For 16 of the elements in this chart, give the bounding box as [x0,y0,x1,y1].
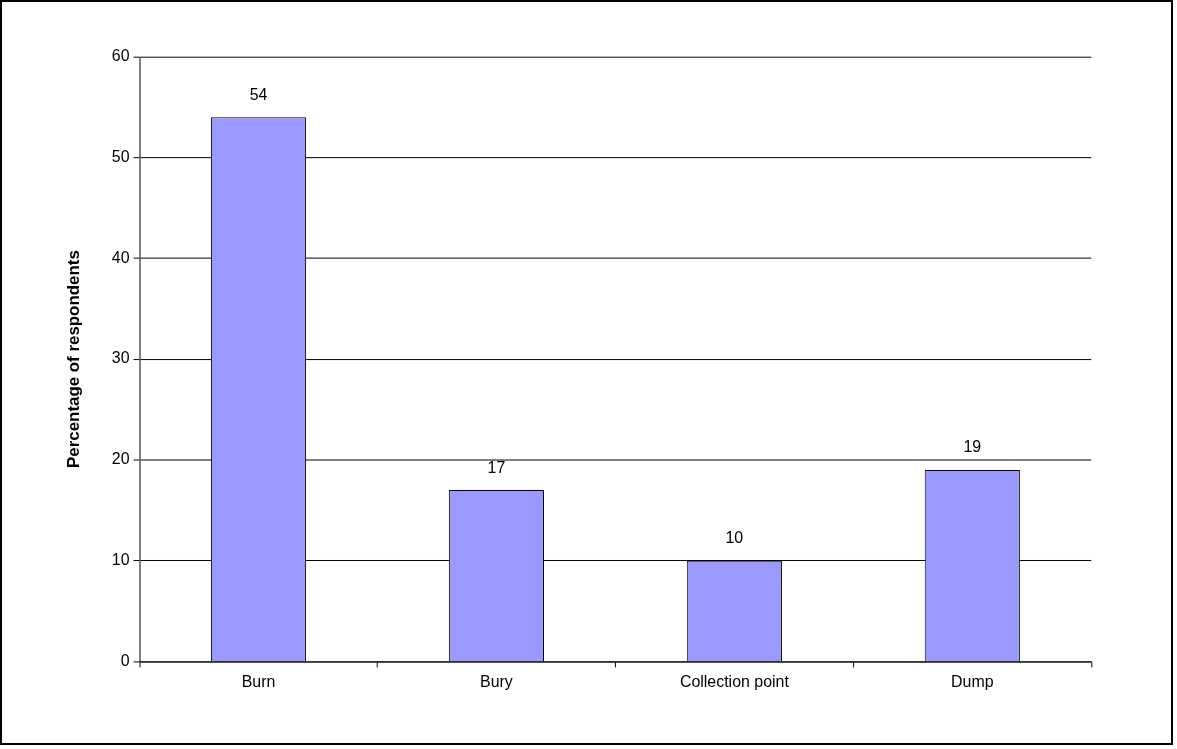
y-tick-label: 40 [111,248,130,266]
x-tick-label: Dump [951,673,994,691]
data-label: 10 [725,529,744,547]
data-label: 19 [963,438,982,456]
y-tick-label: 60 [111,47,130,65]
data-label: 54 [249,85,268,103]
x-tick-label: Burn [241,673,276,691]
y-tick-label: 10 [111,551,130,569]
data-label: 17 [487,458,506,476]
y-tick-label: 50 [111,147,130,165]
x-tick-label: Bury [480,673,513,691]
x-tick-label: Collection point [679,673,790,691]
y-axis-title: Percentage of respondents [63,250,83,468]
y-tick-label: 30 [111,349,130,367]
y-tick-label: 20 [111,450,130,468]
y-tick-label: 0 [120,651,130,669]
